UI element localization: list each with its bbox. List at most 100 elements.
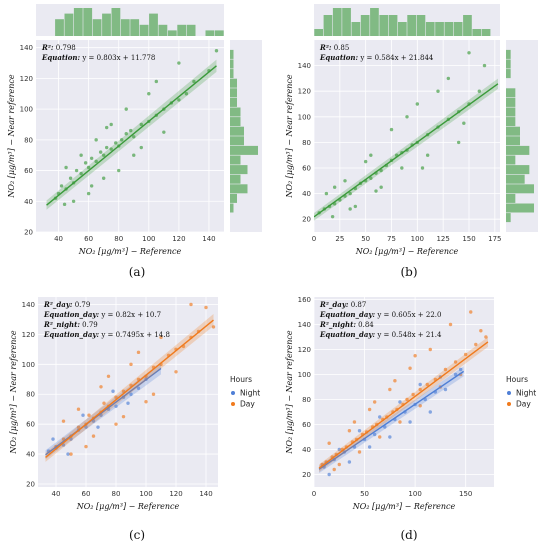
histogram-bar (230, 136, 244, 146)
histogram-bar (506, 88, 516, 98)
data-point (408, 420, 412, 424)
annotation-label: R²_day: (43, 300, 73, 309)
data-point (101, 176, 106, 180)
histogram-bar (323, 15, 333, 36)
data-point (443, 387, 448, 392)
legend-label: Day (516, 400, 531, 409)
data-point (388, 435, 392, 439)
data-point (347, 429, 352, 433)
data-point (74, 168, 79, 173)
data-point (174, 370, 178, 374)
y-tick-label: 20 (24, 229, 33, 237)
annotation-text: R²_night: 0.84 (319, 320, 374, 329)
chart-b-svg: 0 25 50 75 100 125 150 175 20 40 60 80 100 120 140 NO₂ … (285, 4, 538, 256)
data-point (337, 447, 341, 452)
histogram-bar (205, 30, 215, 36)
histogram-bar (398, 22, 407, 36)
x-tick-label: 75 (387, 235, 396, 243)
annotation-text: Equation: y = 0.803x + 11.778 (41, 53, 155, 62)
legend-marker (231, 391, 235, 395)
x-tick-label: 120 (169, 490, 182, 498)
data-point (61, 419, 66, 423)
data-point (453, 360, 458, 364)
data-point (81, 413, 85, 417)
data-point (99, 385, 103, 389)
histogram-bar (463, 15, 472, 36)
data-point (347, 460, 352, 464)
histogram-bar (506, 136, 520, 146)
data-point (418, 387, 422, 392)
data-point (136, 386, 141, 390)
caption-c: (c) (128, 528, 146, 542)
y-axis-label: NO₂ [μg/m³] − Near reference (9, 330, 18, 454)
histogram-bar (111, 8, 121, 36)
legend-label: Day (240, 400, 255, 409)
data-point (374, 189, 378, 193)
annotation-text: R²_day: 0.87 (319, 300, 366, 309)
data-point (408, 366, 412, 370)
annotation-text: R²_day: 0.79 (43, 300, 90, 309)
data-point (458, 367, 463, 372)
legend-title: Hours (230, 375, 252, 384)
chart-d-svg: 0 50 100 150 20 40 60 80 100 120 140 160 NO₂ [μg/m³]… (285, 296, 536, 511)
data-point (474, 342, 478, 347)
data-point (124, 131, 128, 136)
annotation-value: y = 0.584x + 21.844 (358, 54, 434, 62)
data-point (405, 115, 409, 119)
data-point (204, 305, 208, 310)
data-point (353, 204, 358, 209)
data-point (372, 432, 377, 437)
data-point (388, 387, 392, 392)
data-point (446, 76, 451, 81)
data-point (405, 397, 409, 402)
annotation-label: Equation_day: (43, 310, 100, 319)
data-point (477, 89, 482, 93)
x-tick-label: 50 (360, 490, 369, 498)
y-axis-label: NO₂ [μg/m³] − Near reference (285, 330, 294, 454)
annotation-text: Equation_day: y = 0.82x + 10.7 (43, 310, 161, 319)
annotation-value: y = 0.7495x + 14.8 (99, 331, 170, 339)
caption-b: (b) (400, 265, 418, 279)
panel-c: 40 60 80 100 120 140 20 40 60 80 100 120 140 NO₂ [μg/… (0, 283, 270, 523)
data-point (106, 374, 111, 378)
data-point (76, 425, 81, 429)
plot-area (45, 302, 216, 462)
data-point (425, 382, 429, 387)
histogram-bar (230, 97, 237, 107)
y-tick-label: 120 (20, 75, 33, 83)
y-tick-label: 140 (22, 301, 35, 309)
y-tick-label: 120 (22, 331, 35, 339)
regression-line (314, 83, 499, 218)
data-point (189, 302, 193, 307)
x-tick-label: 0 (312, 235, 316, 243)
data-point (111, 389, 115, 393)
data-point (378, 415, 382, 419)
data-point (129, 392, 133, 396)
data-point (420, 166, 425, 170)
data-point (214, 49, 219, 53)
x-axis-label: NO₂ [μg/m³] − Reference (355, 247, 459, 256)
data-point (348, 191, 352, 196)
panel-a: 40 60 80 100 120 140 20 40 60 80 100 120 140 NO₂ [μg/… (0, 0, 270, 265)
x-tick-label: 100 (411, 235, 424, 243)
annotation-value: 0.84 (356, 321, 374, 329)
data-point (327, 472, 331, 477)
data-point (96, 425, 100, 429)
x-tick-label: 60 (84, 235, 93, 243)
y-tick-label: 60 (302, 165, 311, 173)
data-point (79, 153, 83, 157)
annotation-text: Equation_day: y = 0.605x + 22.0 (319, 310, 441, 319)
annotation-value: 0.85 (331, 44, 349, 52)
data-point (177, 98, 181, 102)
y-tick-label: 40 (302, 190, 311, 198)
annotation-text: R²_night: 0.79 (43, 320, 98, 329)
data-point (467, 51, 471, 55)
legend-label: Night (516, 389, 536, 398)
y-tick-label: 120 (298, 88, 311, 96)
y-tick-label: 80 (302, 396, 311, 404)
data-point (86, 165, 91, 170)
annotation-value: y = 0.548x + 21.4 (375, 331, 442, 339)
y-tick-label: 80 (26, 391, 35, 399)
data-point (114, 395, 118, 399)
x-tick-label: 150 (462, 235, 475, 243)
